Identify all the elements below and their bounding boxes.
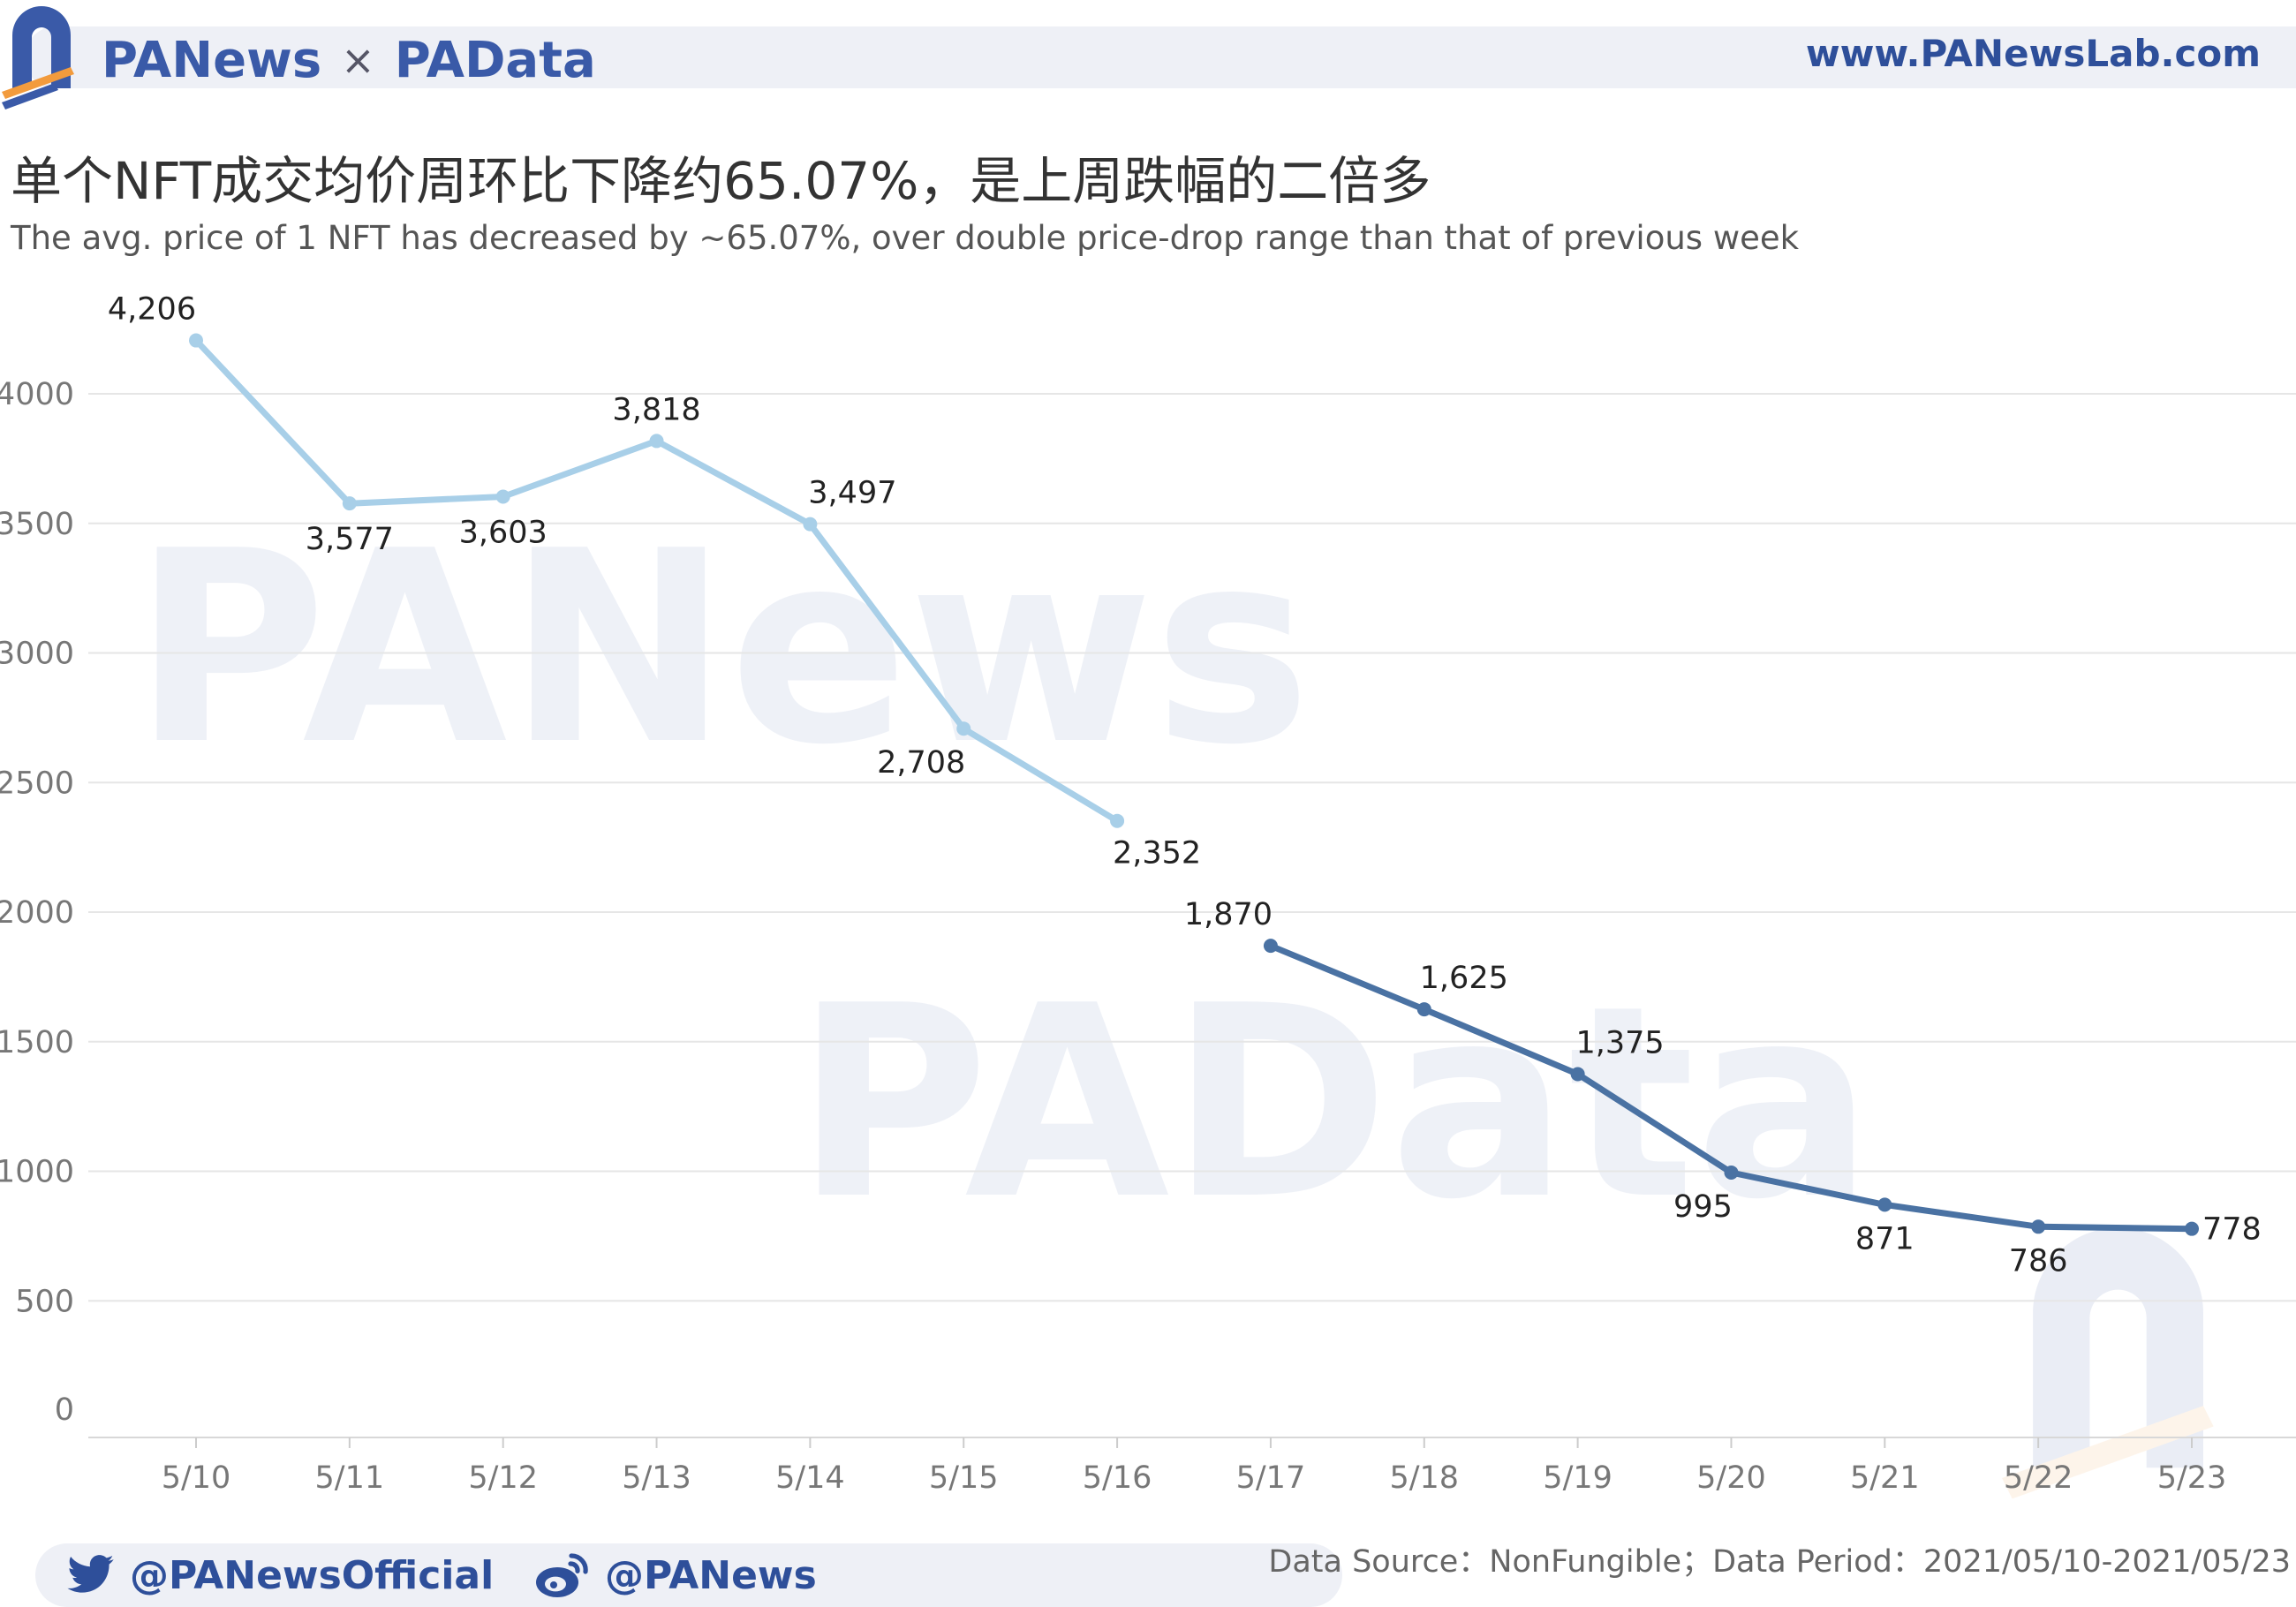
data-label: 871 [1855, 1221, 1915, 1256]
data-label: 2,708 [877, 745, 965, 781]
x-tick-label: 5/23 [2157, 1460, 2227, 1496]
y-tick-label: 4000 [0, 377, 74, 412]
data-point [342, 496, 357, 511]
data-point [495, 489, 510, 504]
data-point [956, 721, 971, 736]
twitter-bird-icon [67, 1555, 114, 1593]
data-point [1570, 1067, 1585, 1082]
data-point [1877, 1197, 1892, 1212]
data-point [1724, 1165, 1739, 1180]
watermark-panews: PANews [132, 494, 1311, 803]
y-tick-label: 3000 [0, 637, 74, 672]
y-tick-label: 2000 [0, 895, 74, 931]
x-tick-label: 5/10 [162, 1460, 231, 1496]
data-label: 1,625 [1420, 961, 1508, 996]
data-point [649, 434, 664, 449]
weibo-handle[interactable]: @PANews [534, 1547, 817, 1603]
data-label: 1,375 [1576, 1025, 1665, 1060]
watermark-padata: PAData [795, 949, 1874, 1257]
data-source-note: Data Source：NonFungible；Data Period：2021… [1268, 1544, 2291, 1580]
x-tick-label: 5/15 [929, 1460, 999, 1496]
data-point [1263, 939, 1278, 954]
data-label: 3,577 [306, 522, 394, 557]
x-tick-label: 5/13 [622, 1460, 691, 1496]
x-tick-label: 5/20 [1696, 1460, 1766, 1496]
data-point [2031, 1219, 2046, 1234]
chart-subtitle-en: The avg. price of 1 NFT has decreased by… [11, 219, 1800, 257]
y-tick-label: 1500 [0, 1025, 74, 1060]
x-tick-label: 5/16 [1083, 1460, 1152, 1496]
site-url-link[interactable]: www.PANewsLab.com [1805, 32, 2261, 75]
x-tick-label: 5/14 [775, 1460, 845, 1496]
brand-separator: × [341, 36, 375, 84]
x-tick-label: 5/12 [468, 1460, 538, 1496]
data-label: 786 [2009, 1243, 2068, 1279]
data-label: 4,206 [108, 292, 196, 328]
brand-padata: PAData [394, 31, 596, 89]
data-point [1110, 813, 1125, 828]
x-tick-label: 5/17 [1236, 1460, 1306, 1496]
brand-title: PANews × PAData [102, 25, 596, 95]
y-tick-label: 0 [55, 1392, 74, 1428]
y-tick-label: 1000 [0, 1155, 74, 1190]
weibo-icon [536, 1553, 588, 1597]
panews-logo-icon [2, 6, 74, 109]
data-point [2185, 1221, 2199, 1236]
weibo-handle-label: @PANews [605, 1552, 817, 1598]
x-tick-label: 5/22 [2004, 1460, 2073, 1496]
x-tick-label: 5/11 [315, 1460, 385, 1496]
data-point [1416, 1002, 1431, 1017]
data-label: 3,497 [808, 476, 896, 511]
data-label: 778 [2202, 1212, 2262, 1248]
brand-panews: PANews [102, 31, 322, 89]
data-label: 1,870 [1184, 897, 1273, 932]
x-tick-label: 5/18 [1389, 1460, 1459, 1496]
header-bar [25, 26, 2296, 88]
y-tick-label: 500 [15, 1284, 74, 1319]
x-tick-label: 5/19 [1543, 1460, 1612, 1496]
twitter-handle-label: @PANewsOfficial [130, 1552, 495, 1598]
data-point [189, 333, 203, 348]
watermark-logo-icon [2002, 1227, 2214, 1499]
y-tick-label: 2500 [0, 766, 74, 801]
chart-title-cn: 单个NFT成交均价周环比下降约65.07%，是上周跌幅的二倍多 [11, 151, 1431, 211]
y-tick-label: 3500 [0, 507, 74, 542]
data-label: 3,603 [459, 516, 548, 551]
footer-bar [35, 1543, 1342, 1607]
x-tick-label: 5/21 [1850, 1460, 1920, 1496]
data-point [803, 517, 818, 532]
data-label: 2,352 [1113, 836, 1201, 871]
data-label: 995 [1673, 1189, 1733, 1225]
data-label: 3,818 [612, 392, 700, 427]
series-line-2 [1267, 942, 2195, 1233]
twitter-handle[interactable]: @PANewsOfficial [66, 1547, 494, 1603]
